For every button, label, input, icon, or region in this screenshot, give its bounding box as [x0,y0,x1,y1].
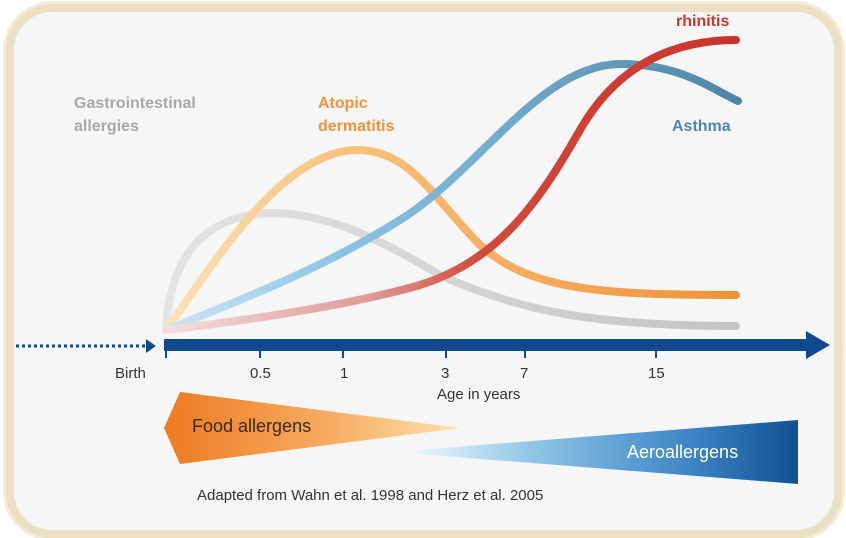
rhinitis-label: rhinitis [676,13,729,30]
tick-label: 1 [340,365,348,382]
time-axis [164,339,810,351]
tick-label: 15 [648,365,665,382]
tick-label: 0.5 [250,365,271,382]
axis-dotted-arrowhead [146,339,156,353]
atopic-dermatitis-curve [162,145,740,334]
tick-label: Birth [115,365,146,382]
gastrointestinal-label: Gastrointestinal allergies [74,95,200,135]
time-axis-arrowhead [806,331,830,359]
atopic-dermatitis-label: Atopic dermatitis [318,95,395,135]
slide-frame [6,4,842,538]
aeroallergens-label: Aeroallergens [627,442,738,462]
axis-title: Age in years [437,386,520,403]
axis-tick-marks [165,339,657,358]
food-allergens-label: Food allergens [192,416,311,436]
food-allergens-wedge [164,392,460,464]
rhinitis-curve [162,36,740,334]
asthma-curve [162,59,742,334]
tick-label: 7 [520,365,528,382]
citation: Adapted from Wahn et al. 1998 and Herz e… [197,487,543,504]
tick-label: 3 [441,365,449,382]
gastrointestinal-curve [162,208,740,334]
asthma-label: Asthma [672,118,731,135]
aeroallergens-wedge [392,420,798,484]
